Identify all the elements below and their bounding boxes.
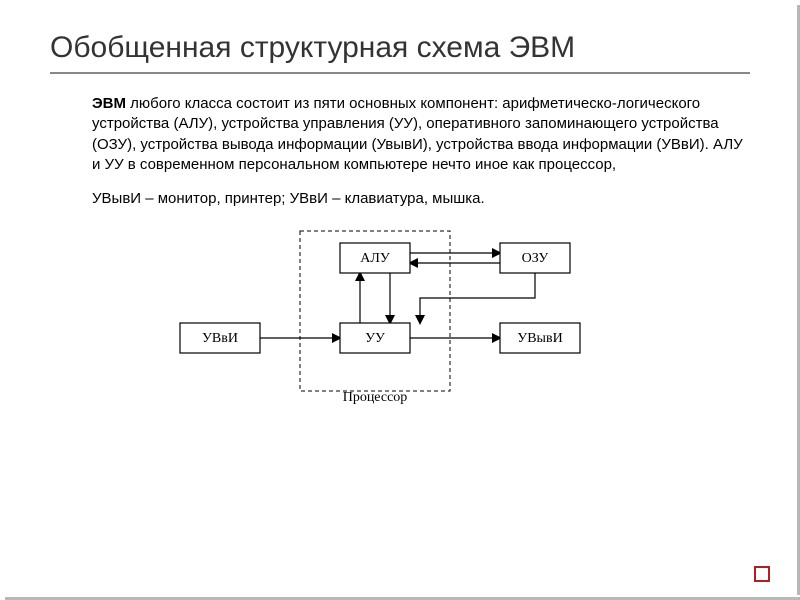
edge-ozu-uu <box>420 273 535 323</box>
title-underline <box>50 72 750 74</box>
node-uvyvi: УВывИ <box>500 323 580 353</box>
processor-group-label: Процессор <box>343 390 408 405</box>
para-body: любого класса состоит из пяти основных к… <box>92 95 743 173</box>
diagram-svg: Процессор АЛУ УУ ОЗУ УВвИ УВывИ <box>160 223 640 413</box>
paragraph-sub: УВывИ – монитор, принтер; УВвИ – клавиат… <box>50 189 750 209</box>
para-lead: ЭВМ <box>92 95 126 112</box>
node-ozu: ОЗУ <box>500 243 570 273</box>
block-diagram: Процессор АЛУ УУ ОЗУ УВвИ УВывИ <box>160 223 640 413</box>
slide-bullet-icon <box>754 566 770 582</box>
node-label-alu: АЛУ <box>360 251 390 266</box>
node-uu: УУ <box>340 323 410 353</box>
paragraph-main: ЭВМ любого класса состоит из пяти основн… <box>50 94 750 175</box>
page-title: Обобщенная структурная схема ЭВМ <box>50 30 750 66</box>
node-uvvi: УВвИ <box>180 323 260 353</box>
node-label-ozu: ОЗУ <box>522 251 549 266</box>
node-label-uvyvi: УВывИ <box>517 331 562 346</box>
node-label-uvvi: УВвИ <box>202 331 238 346</box>
node-label-uu: УУ <box>365 331 385 346</box>
node-alu: АЛУ <box>340 243 410 273</box>
